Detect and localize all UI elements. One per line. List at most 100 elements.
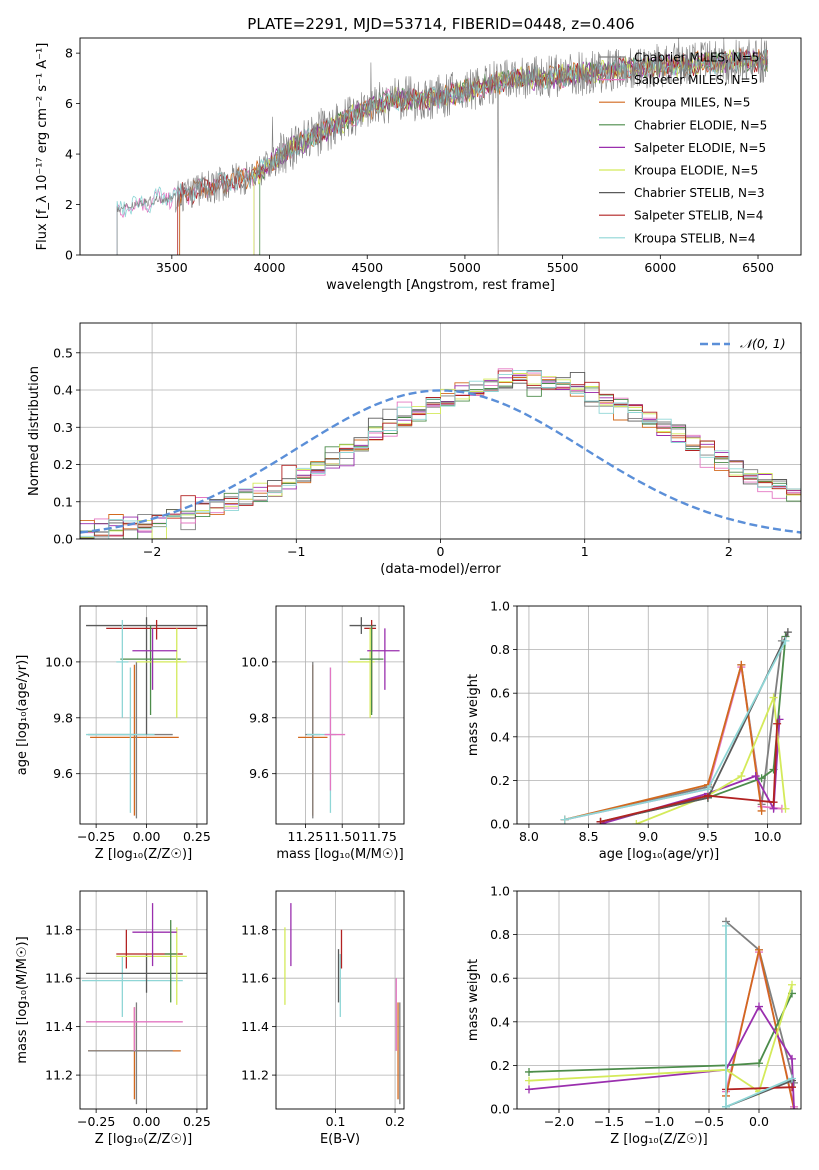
y-tick-label: 2 (65, 197, 73, 212)
y-tick-label: 0.1 (53, 494, 73, 509)
x-tick-label: −0.25 (77, 1114, 115, 1129)
legend-entry: Chabrier STELIB, N=3 (634, 186, 765, 200)
x-tick-label: 6500 (742, 260, 774, 275)
y-tick-label: 11.4 (241, 1019, 269, 1034)
legend-entry: Kroupa STELIB, N=4 (634, 231, 756, 245)
x-tick-label: 5000 (449, 260, 481, 275)
x-tick-label: 0.0 (749, 1114, 769, 1129)
weight-marker (525, 1076, 533, 1085)
weight-marker (596, 817, 605, 824)
weight-marker (722, 1102, 730, 1109)
x-tick-label: 0.00 (133, 829, 161, 844)
x-axis-label: E(B-V) (320, 1132, 360, 1147)
age_vs_mass-panel: 11.25 11.50 11.75 9.6 9.8 10.0 mass [log₁₀(M/M… (241, 605, 405, 862)
weight-marker (788, 1083, 796, 1092)
plots-layer: 3500 4000 4500 5000 5500 6000 6500 0 2 4 6 8 wavelen… (15, 37, 802, 1147)
histogram-salpeter-stelib (80, 370, 801, 539)
legend-entry: Chabrier ELODIE, N=5 (634, 118, 767, 132)
mass_vs_Z-panel: −0.25 0.00 0.25 11.2 11.4 11.6 11.8 Z [log₁₀(Z/… (15, 890, 211, 1147)
x-tick-label: 4000 (254, 260, 286, 275)
weight-marker (737, 772, 746, 781)
y-tick-label: 9.6 (53, 766, 73, 781)
weight_vs_Z-panel: −2.0 −1.5 −1.0 −0.5 0.0 0.0 0.2 0.4 0.6 0.8 1.0 Z [… (466, 884, 802, 1147)
y-tick-label: 11.8 (45, 922, 73, 937)
x-tick-label: 0.25 (183, 1114, 211, 1129)
x-tick-label: 10.0 (754, 829, 782, 844)
normal-reference-curve (80, 389, 801, 534)
x-tick-label: 6000 (644, 260, 676, 275)
x-tick-label: 8.0 (519, 829, 539, 844)
legend-entry: Salpeter MILES, N=5 (634, 73, 758, 87)
y-tick-label: 0.0 (490, 1102, 510, 1117)
x-tick-label: 11.25 (288, 829, 324, 844)
age_vs_Z-panel: −0.25 0.00 0.25 9.6 9.8 10.0 Z [log₁₀(Z/Z☉)] ag… (15, 605, 211, 862)
figure-title: PLATE=2291, MJD=53714, FIBERID=0448, z=0… (247, 15, 634, 33)
x-tick-label: 0.2 (385, 1114, 405, 1129)
x-axis-label: age [log₁₀(age/yr)] (599, 847, 720, 862)
y-tick-label: 0.0 (53, 532, 73, 547)
weight-marker (757, 774, 766, 783)
weight-marker (788, 980, 796, 989)
y-tick-label: 11.6 (45, 971, 73, 986)
x-tick-label: 9.0 (638, 829, 658, 844)
x-axis-label: Z [log₁₀(Z/Z☉)] (610, 1132, 707, 1147)
weight-marker (769, 798, 778, 807)
y-tick-label: 0.4 (490, 1014, 510, 1029)
y-tick-label: 11.2 (45, 1068, 73, 1083)
y-tick-label: 0.0 (490, 817, 510, 832)
y-tick-label: 6 (65, 96, 73, 111)
mass_vs_ebv-panel: 0.1 0.2 11.2 11.4 11.6 11.8 E(B-V) (241, 890, 405, 1147)
legend-entry: Salpeter STELIB, N=4 (634, 209, 763, 223)
x-axis-label: Z [log₁₀(Z/Z☉)] (95, 847, 192, 862)
residual_histogram-panel: −2 −1 0 1 2 0.0 0.1 0.2 0.3 0.4 0.5 (data-model)/er… (27, 322, 802, 577)
x-tick-label: −1 (287, 544, 305, 559)
x-tick-label: −2.0 (544, 1114, 574, 1129)
mass_vs_Z-plot-area (80, 891, 207, 1109)
x-tick-label: 11.75 (361, 829, 397, 844)
weight-marker (755, 945, 763, 954)
weight-marker (775, 715, 784, 724)
x-tick-label: 0 (437, 544, 445, 559)
axes-frame (516, 605, 802, 825)
weight-marker (781, 636, 790, 645)
weight-line-chabrier-elodie (600, 636, 787, 823)
y-tick-label: 1.0 (490, 884, 510, 899)
y-tick-label: 10.0 (45, 654, 73, 669)
x-axis-label: wavelength [Angstrom, rest frame] (326, 278, 555, 293)
weight-line-kroupa-miles (564, 664, 763, 821)
legend-entry: 𝒩(0, 1) (740, 336, 786, 351)
x-tick-label: 1 (581, 544, 589, 559)
histogram-chabrier-miles (80, 370, 801, 539)
x-tick-label: 11.50 (324, 829, 360, 844)
spectrum-observed-data (116, 38, 769, 255)
weight-marker (755, 1002, 763, 1011)
weight-marker (781, 804, 790, 813)
spectrum-plot-area (116, 38, 769, 255)
weight-line-salpeter-elodie (600, 719, 781, 824)
weight-line-kroupa-elodie (635, 697, 787, 824)
x-axis-label: mass [log₁₀(M/M☉)] (276, 847, 403, 862)
weight-marker (703, 785, 712, 794)
weight-marker (751, 772, 760, 781)
legend-entry: Kroupa MILES, N=5 (634, 96, 750, 110)
y-tick-label: 0.4 (490, 729, 510, 744)
weight-marker (722, 921, 730, 930)
axes-frame (275, 605, 405, 825)
y-tick-label: 11.2 (241, 1068, 269, 1083)
histogram-kroupa-stelib (80, 369, 801, 539)
x-tick-label: 9.5 (698, 829, 718, 844)
weight-marker (783, 628, 792, 637)
weight-marker (525, 1085, 533, 1094)
x-axis-label: (data-model)/error (380, 562, 501, 577)
mass_vs_ebv-plot-area (276, 891, 404, 1109)
x-tick-label: −0.25 (77, 829, 115, 844)
age_vs_Z-plot-area (80, 606, 207, 824)
y-tick-label: 10.0 (241, 654, 269, 669)
weight_vs_Z-plot-area (517, 891, 801, 1109)
y-tick-label: 0.6 (490, 686, 510, 701)
y-tick-label: 11.4 (45, 1019, 73, 1034)
axes-frame (79, 322, 802, 540)
y-axis-label: Normed distribution (27, 366, 42, 496)
weight-marker (773, 719, 782, 728)
